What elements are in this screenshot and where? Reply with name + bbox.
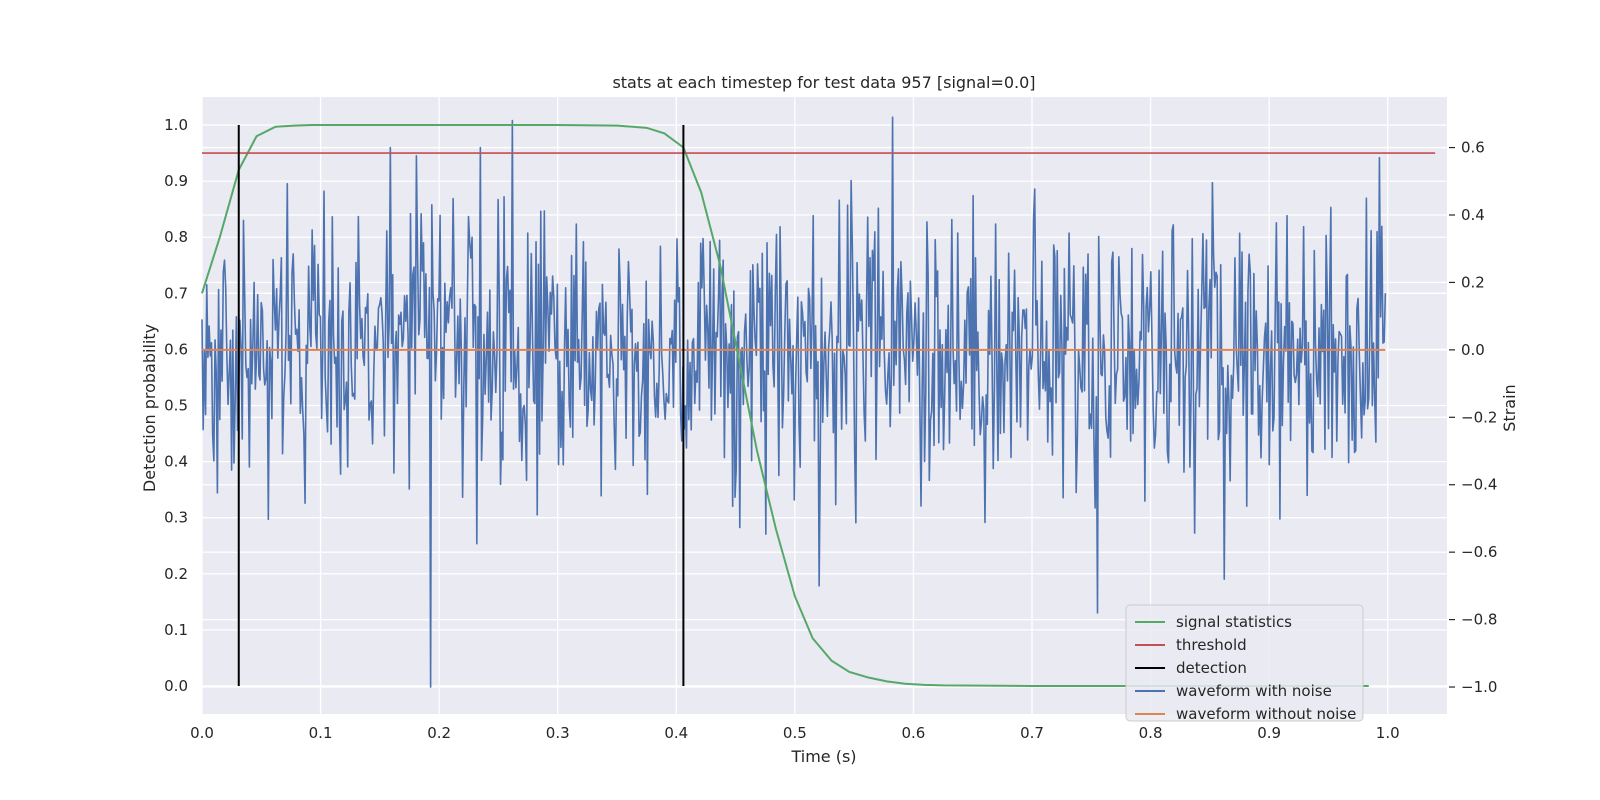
y2-tick-label: 0.6: [1461, 139, 1485, 157]
y-axis-left: 0.0 0.1 0.2 0.3 0.4 0.5 0.6 0.7 0.8 0.9 1.0: [164, 116, 188, 695]
legend-label: waveform without noise: [1176, 705, 1356, 723]
y-tick-label: 0.0: [164, 677, 188, 695]
y2-tick-label: 0.2: [1461, 273, 1485, 291]
y-axis-title: Detection probability: [140, 324, 159, 492]
x-axis-title: Time (s): [790, 747, 856, 766]
y-tick-label: 0.4: [164, 453, 188, 471]
legend-label: detection: [1176, 659, 1247, 677]
y2-tick-label: 0.0: [1461, 341, 1485, 359]
x-tick-label: 0.9: [1257, 724, 1281, 742]
legend-box: [1125, 604, 1364, 722]
x-tick-label: 0.6: [901, 724, 925, 742]
y-tick-label: 0.8: [164, 228, 188, 246]
x-tick-label: 0.1: [309, 724, 333, 742]
series-waveform-with-noise: [201, 116, 1387, 688]
series-signal-statistics: [201, 124, 1369, 687]
y2-axis-title: Strain: [1500, 384, 1519, 431]
x-tick-label: 0.7: [1020, 724, 1044, 742]
x-tick-label: 0.5: [783, 724, 807, 742]
series-layer: [201, 116, 1436, 688]
x-tick-label: 0.4: [664, 724, 688, 742]
y-tick-label: 0.5: [164, 397, 188, 415]
y2-tick-label: −0.4: [1461, 476, 1497, 494]
x-tick-label: 1.0: [1376, 724, 1400, 742]
y-tick-label: 0.2: [164, 565, 188, 583]
legend-label: waveform with noise: [1176, 682, 1332, 700]
y-axis-right: −1.0 −0.8 −0.6 −0.4 −0.2 0.0 0.2 0.4 0.6: [1449, 139, 1497, 696]
y2-tick-label: −0.6: [1461, 543, 1497, 561]
y2-tick-label: −0.2: [1461, 408, 1497, 426]
y-tick-label: 0.1: [164, 621, 188, 639]
y-tick-label: 0.7: [164, 284, 188, 302]
y-tick-label: 0.6: [164, 340, 188, 358]
chart-title: stats at each timestep for test data 957…: [612, 73, 1035, 92]
x-tick-label: 0.3: [546, 724, 570, 742]
legend: signal statistics threshold detection wavef…: [1125, 604, 1364, 723]
x-tick-label: 0.2: [427, 724, 451, 742]
y-tick-label: 1.0: [164, 116, 188, 134]
x-axis: 0.0 0.1 0.2 0.3 0.4 0.5 0.6 0.7 0.8 0.9 1.0: [190, 724, 1400, 742]
x-tick-label: 0.0: [190, 724, 214, 742]
y2-tick-label: 0.4: [1461, 206, 1485, 224]
y-tick-label: 0.3: [164, 509, 188, 527]
y2-tick-label: −0.8: [1461, 611, 1497, 629]
y2-tick-label: −1.0: [1461, 678, 1497, 696]
y-tick-label: 0.9: [164, 172, 188, 190]
x-tick-label: 0.8: [1139, 724, 1163, 742]
legend-label: signal statistics: [1176, 613, 1292, 631]
legend-label: threshold: [1176, 636, 1247, 654]
